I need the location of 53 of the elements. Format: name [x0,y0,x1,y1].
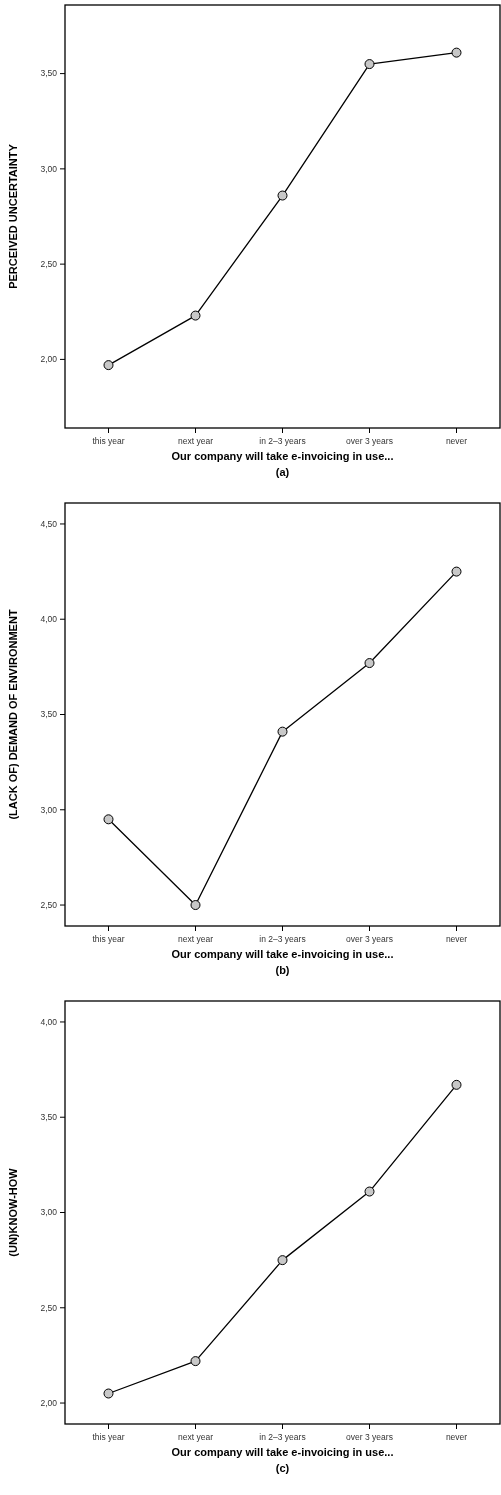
x-tick-label: this year [92,1432,125,1442]
x-axis-title: Our company will take e-invoicing in use... [171,450,394,462]
point [190,310,201,321]
point [364,1186,375,1197]
y-tick-label: 3,50 [40,1111,58,1122]
x-tick-label: next year [178,1432,214,1442]
point [277,726,288,737]
point [277,190,288,201]
y-tick-label: 3,50 [40,709,58,720]
point [364,59,375,70]
x-tick-label: in 2–3 years [259,934,306,944]
y-tick-label: 3,00 [40,163,58,174]
point [451,566,462,577]
y-axis-title: (UN)KNOW-HOW [7,1167,19,1257]
point [103,360,114,371]
y-tick-label: 3,50 [40,68,58,79]
y-tick-label: 4,00 [40,613,58,624]
y-axis-title: (LACK OF) DEMAND OF ENVIRONMENT [7,609,19,820]
y-tick-label: 2,00 [40,354,58,365]
x-tick-label: never [445,934,468,944]
x-tick-label: over 3 years [346,934,393,944]
x-tick-label: over 3 years [346,1432,393,1442]
x-tick-label: this year [92,436,125,446]
x-axis-title: Our company will take e-invoicing in use... [171,1446,394,1458]
y-axis-title: PERCEIVED UNCERTAINTY [7,143,19,289]
point [451,1079,462,1090]
x-tick-label: never [445,436,468,446]
y-tick-label: 3,00 [40,1207,58,1218]
x-tick-label: next year [178,934,214,944]
point [190,900,201,911]
x-tick-label: this year [92,934,125,944]
y-tick-label: 2,50 [40,1302,58,1313]
point [451,47,462,58]
y-tick-label: 4,50 [40,518,58,529]
x-tick-label: in 2–3 years [259,1432,306,1442]
x-tick-label: over 3 years [346,436,393,446]
y-tick-label: 2,50 [40,899,58,910]
point [277,1255,288,1266]
y-tick-label: 2,50 [40,258,58,269]
text: (a) [275,466,290,478]
point [103,1388,114,1399]
y-tick-label: 4,00 [40,1016,58,1027]
x-tick-label: never [445,1432,468,1442]
point [364,658,375,669]
text: (c) [275,1462,290,1474]
point [103,814,114,825]
y-tick-label: 2,00 [40,1397,58,1408]
y-tick-label: 3,00 [40,804,58,815]
x-tick-label: next year [178,436,214,446]
x-tick-label: in 2–3 years [259,436,306,446]
x-axis-title: Our company will take e-invoicing in use... [171,948,394,960]
point [190,1356,201,1367]
text: (b) [275,964,290,976]
